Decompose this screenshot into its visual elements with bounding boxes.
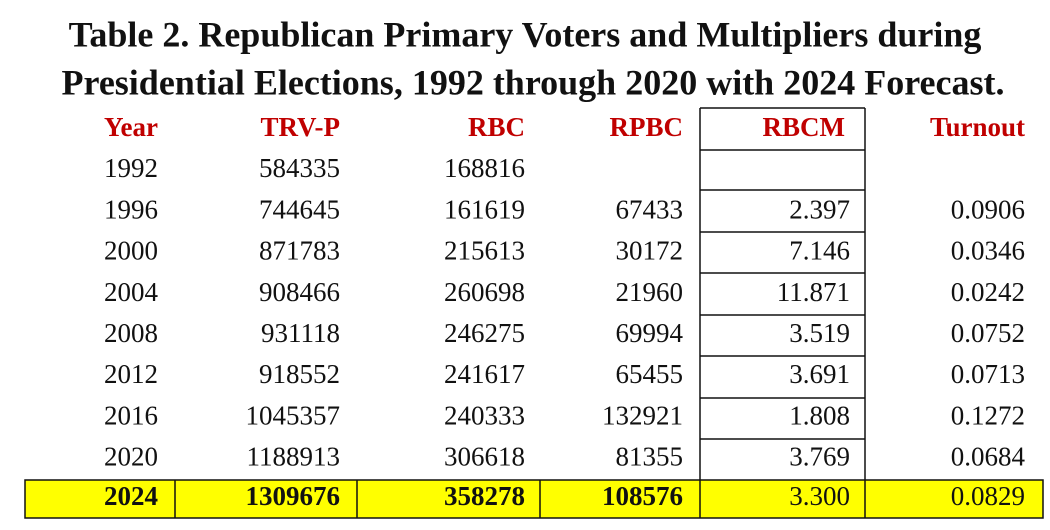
table-cell: 744645	[259, 194, 340, 224]
table-cell: 358278	[444, 481, 525, 511]
table-cell: 2.397	[789, 194, 850, 224]
table-title: Table 2. Republican Primary Voters and M…	[69, 14, 982, 54]
table-cell: 3.300	[789, 481, 850, 511]
table-cell: 918552	[259, 359, 340, 389]
table-cell: 2000	[104, 236, 158, 266]
forecast-row-dividers	[174, 480, 866, 518]
table-cell: 246275	[444, 318, 525, 348]
table-cell: 0.0346	[951, 236, 1025, 266]
table-cell: 1.808	[789, 400, 850, 430]
table-cell: 132921	[602, 400, 683, 430]
table-cell: 2012	[104, 359, 158, 389]
table-cell: 306618	[444, 442, 525, 472]
table-cell: 81355	[616, 442, 684, 472]
table-cell: 1045357	[246, 400, 341, 430]
table-cell: 0.0829	[951, 481, 1025, 511]
table-cell: 0.0684	[951, 442, 1026, 472]
column-header: RBC	[468, 112, 525, 142]
column-header: RPBC	[610, 112, 684, 142]
column-header: TRV-P	[260, 112, 340, 142]
table-cell: 584335	[259, 153, 340, 183]
table-cell: 0.0713	[951, 359, 1025, 389]
table-cell: 2020	[104, 442, 158, 472]
table-cell: 3.769	[789, 442, 850, 472]
table-cell: 168816	[444, 153, 525, 183]
table-cell: 240333	[444, 400, 525, 430]
table-cell: 1992	[104, 153, 158, 183]
table-cell: 30172	[616, 236, 684, 266]
table-cell: 2008	[104, 318, 158, 348]
table-cell: 0.0752	[951, 318, 1025, 348]
table-cell: 1188913	[247, 442, 341, 472]
table-cell: 1996	[104, 194, 158, 224]
forecast-row-highlight	[24, 479, 1044, 519]
column-header: Year	[104, 112, 158, 142]
table-cell: 7.146	[789, 236, 850, 266]
table-cell: 1309676	[246, 481, 341, 511]
table-cell: 2004	[104, 277, 159, 307]
table-cell: 161619	[444, 194, 525, 224]
table-cell: 241617	[444, 359, 525, 389]
table-cell: 871783	[259, 236, 340, 266]
table-cell: 2024	[104, 481, 158, 511]
rbcm-column-box	[699, 107, 866, 480]
table-cell: 0.1272	[951, 400, 1025, 430]
table-cell: 65455	[616, 359, 684, 389]
table-cell: 931118	[261, 318, 340, 348]
table-cell: 3.519	[789, 318, 850, 348]
table-title: Presidential Elections, 1992 through 202…	[62, 62, 1005, 102]
table-cell: 260698	[444, 277, 525, 307]
table-cell: 69994	[616, 318, 684, 348]
column-header: RBCM	[763, 112, 846, 142]
table-cell: 908466	[259, 277, 340, 307]
table-cell: 11.871	[777, 277, 850, 307]
table-cell: 67433	[616, 194, 684, 224]
table-cell: 2016	[104, 400, 158, 430]
table-cell: 21960	[616, 277, 684, 307]
table-cell: 0.0906	[951, 194, 1025, 224]
table-cell: 3.691	[789, 359, 850, 389]
table-cell: 0.0242	[951, 277, 1025, 307]
column-header: Turnout	[930, 112, 1025, 142]
table-cell: 215613	[444, 236, 525, 266]
table-cell: 108576	[602, 481, 683, 511]
